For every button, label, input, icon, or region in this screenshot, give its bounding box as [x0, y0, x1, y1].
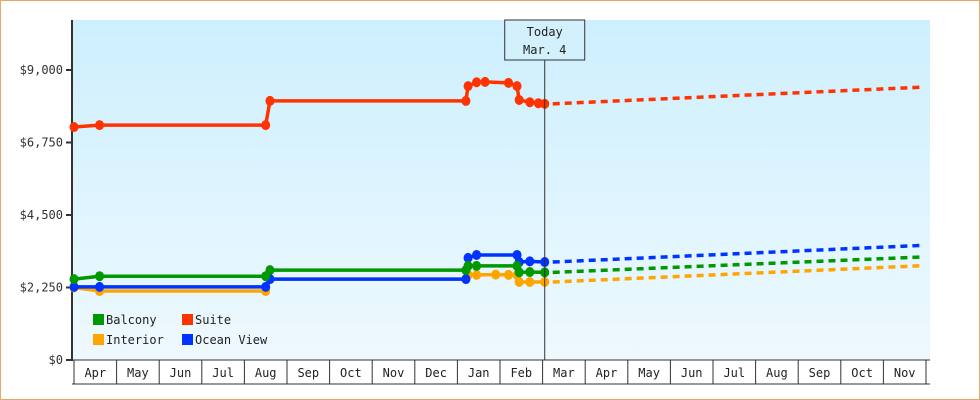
month-label: Apr — [596, 366, 618, 380]
data-point[interactable] — [95, 281, 105, 292]
data-point[interactable] — [69, 122, 79, 133]
y-tick-label: $4,500 — [20, 208, 63, 222]
data-point[interactable] — [261, 120, 271, 131]
month-label: May — [127, 366, 149, 380]
data-point[interactable] — [525, 267, 535, 278]
y-axis: $0 $2,250 $4,500 $6,750 $9,000 — [20, 20, 73, 367]
x-axis: Apr May Jun Jul Aug Sep Oct Nov Dec Jan Feb Mar Apr M… — [72, 359, 930, 385]
month-label: Dec — [425, 366, 447, 380]
month-label: Jul — [212, 366, 234, 380]
data-point[interactable] — [514, 277, 524, 288]
data-point[interactable] — [463, 260, 473, 271]
data-point[interactable] — [461, 95, 471, 106]
data-point[interactable] — [95, 271, 105, 282]
month-label: Aug — [255, 366, 277, 380]
month-label: Apr — [84, 366, 106, 380]
month-label: Jun — [170, 366, 192, 380]
month-label: Sep — [809, 366, 831, 380]
data-point[interactable] — [472, 77, 482, 88]
data-point[interactable] — [69, 281, 79, 292]
legend-swatch — [93, 314, 104, 325]
legend-item-suite[interactable]: Suite — [182, 313, 231, 327]
data-point[interactable] — [265, 95, 275, 106]
series-ocean-view — [69, 243, 925, 292]
month-label: Jan — [468, 366, 490, 380]
data-point[interactable] — [514, 94, 524, 105]
data-point[interactable] — [463, 252, 473, 263]
month-label: Nov — [383, 366, 405, 380]
legend-swatch — [93, 334, 104, 345]
month-label: Sep — [297, 366, 319, 380]
legend-swatch — [182, 314, 193, 325]
today-marker: Today Mar. 4 — [504, 19, 586, 360]
forecast-line — [552, 255, 925, 275]
data-point[interactable] — [463, 81, 473, 92]
month-label: Aug — [766, 366, 788, 380]
y-tick-label: $9,000 — [20, 63, 63, 77]
month-label: Nov — [894, 366, 916, 380]
legend-item-interior[interactable]: Interior — [93, 333, 164, 347]
data-point[interactable] — [525, 97, 535, 108]
month-label: Feb — [510, 366, 532, 380]
data-point[interactable] — [95, 120, 105, 131]
month-label: May — [638, 366, 660, 380]
data-point[interactable] — [504, 269, 514, 280]
data-point[interactable] — [491, 269, 501, 280]
month-label: Oct — [851, 366, 873, 380]
forecast-line — [552, 263, 925, 284]
data-point[interactable] — [461, 274, 471, 285]
legend: Balcony Suite Interior Ocean View — [93, 313, 268, 347]
legend-label: Balcony — [106, 313, 157, 327]
data-point[interactable] — [69, 274, 79, 285]
legend-swatch — [182, 334, 193, 345]
forecast-line — [552, 85, 925, 106]
legend-label: Interior — [106, 333, 164, 347]
month-label: Jul — [723, 366, 745, 380]
data-point[interactable] — [472, 269, 482, 280]
data-point[interactable] — [261, 281, 271, 292]
data-point[interactable] — [514, 267, 524, 278]
month-label: Oct — [340, 366, 362, 380]
series-suite — [69, 76, 925, 133]
today-label: Today — [527, 25, 563, 39]
month-label: Jun — [681, 366, 703, 380]
data-point[interactable] — [525, 277, 535, 288]
forecast-line — [552, 243, 925, 264]
y-tick-label: $0 — [49, 353, 63, 367]
month-label: Mar — [553, 366, 575, 380]
today-date: Mar. 4 — [523, 43, 566, 57]
legend-item-ocean-view[interactable]: Ocean View — [182, 333, 268, 347]
data-point[interactable] — [512, 81, 522, 92]
data-point[interactable] — [480, 76, 490, 87]
plot-area — [72, 20, 930, 360]
data-point[interactable] — [525, 256, 535, 267]
y-tick-label: $6,750 — [20, 136, 63, 150]
data-point[interactable] — [504, 77, 514, 88]
y-tick-label: $2,250 — [20, 281, 63, 295]
legend-item-balcony[interactable]: Balcony — [93, 313, 157, 327]
legend-label: Suite — [195, 313, 231, 327]
data-point[interactable] — [472, 249, 482, 260]
today-box — [504, 19, 586, 61]
data-point[interactable] — [472, 260, 482, 271]
data-point[interactable] — [265, 265, 275, 276]
legend-label: Ocean View — [195, 333, 268, 347]
